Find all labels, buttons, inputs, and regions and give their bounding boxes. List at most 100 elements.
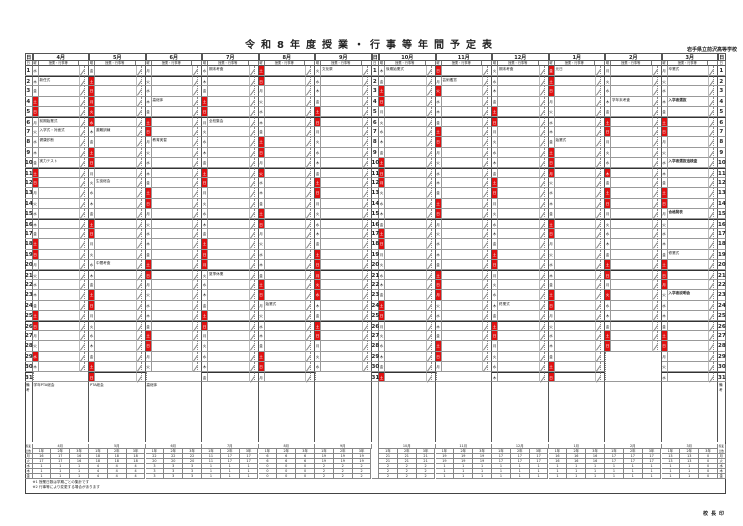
event-cell[interactable] <box>611 76 652 87</box>
event-cell[interactable] <box>38 280 79 291</box>
event-cell[interactable] <box>38 148 79 158</box>
event-cell[interactable] <box>441 311 482 321</box>
event-cell[interactable] <box>498 250 539 260</box>
event-cell[interactable] <box>554 239 595 250</box>
event-cell[interactable] <box>385 178 426 189</box>
event-cell[interactable] <box>441 290 482 301</box>
event-cell[interactable] <box>441 321 482 332</box>
event-cell[interactable] <box>667 76 708 87</box>
event-cell[interactable] <box>441 158 482 168</box>
event-cell[interactable] <box>441 270 482 281</box>
event-cell[interactable] <box>208 280 249 291</box>
event-cell[interactable] <box>208 137 249 148</box>
event-cell[interactable] <box>667 117 708 128</box>
event-cell[interactable] <box>667 107 708 117</box>
event-cell[interactable] <box>321 117 362 128</box>
event-cell[interactable] <box>554 127 595 138</box>
event-cell[interactable] <box>667 199 708 209</box>
event-cell[interactable] <box>95 199 136 209</box>
event-cell[interactable] <box>321 219 362 230</box>
event-cell[interactable] <box>385 301 426 311</box>
event-cell[interactable]: 始業式 <box>554 137 595 148</box>
event-cell[interactable]: 始業式 <box>264 301 305 311</box>
event-cell[interactable] <box>264 331 305 342</box>
event-cell[interactable] <box>264 260 305 270</box>
event-cell[interactable] <box>264 178 305 189</box>
event-cell[interactable] <box>95 280 136 291</box>
event-cell[interactable] <box>667 331 708 342</box>
event-cell[interactable]: 合格発表 <box>667 209 708 219</box>
event-cell[interactable] <box>321 199 362 209</box>
event-cell[interactable] <box>385 362 426 372</box>
event-cell[interactable] <box>151 321 192 332</box>
event-cell[interactable] <box>554 229 595 240</box>
event-cell[interactable] <box>385 260 426 270</box>
event-cell[interactable] <box>441 117 482 128</box>
event-cell[interactable] <box>611 219 652 230</box>
event-cell[interactable] <box>38 352 79 362</box>
event-cell[interactable] <box>95 229 136 240</box>
event-cell[interactable] <box>385 352 426 362</box>
event-cell[interactable] <box>385 199 426 209</box>
event-cell[interactable] <box>441 178 482 189</box>
event-cell[interactable] <box>321 280 362 291</box>
event-cell[interactable] <box>264 168 305 179</box>
event-cell[interactable] <box>264 352 305 362</box>
event-cell[interactable] <box>95 117 136 128</box>
event-cell[interactable] <box>38 239 79 250</box>
event-cell[interactable] <box>321 76 362 87</box>
event-cell[interactable] <box>554 352 595 362</box>
event-cell[interactable] <box>321 290 362 301</box>
event-cell[interactable] <box>321 260 362 270</box>
event-cell[interactable]: 入学者説明会 <box>667 290 708 301</box>
event-cell[interactable] <box>385 250 426 260</box>
event-cell[interactable]: 期末考査 <box>498 66 539 77</box>
event-cell[interactable] <box>441 209 482 219</box>
event-cell[interactable] <box>208 352 249 362</box>
event-cell[interactable] <box>264 219 305 230</box>
event-cell[interactable] <box>38 270 79 281</box>
event-cell[interactable] <box>151 199 192 209</box>
event-cell[interactable] <box>498 229 539 240</box>
event-cell[interactable] <box>498 239 539 250</box>
event-cell[interactable] <box>264 321 305 332</box>
event-cell[interactable]: 前期始業式 <box>38 117 79 128</box>
event-cell[interactable] <box>151 76 192 87</box>
event-cell[interactable] <box>321 158 362 168</box>
event-cell[interactable] <box>441 199 482 209</box>
event-cell[interactable] <box>441 331 482 342</box>
event-cell[interactable] <box>321 352 362 362</box>
event-cell[interactable] <box>95 331 136 342</box>
event-cell[interactable] <box>95 352 136 362</box>
event-cell[interactable] <box>667 341 708 352</box>
event-cell[interactable] <box>38 321 79 332</box>
event-cell[interactable]: 夏季休業 <box>208 270 249 281</box>
event-cell[interactable] <box>554 311 595 321</box>
event-cell[interactable] <box>385 270 426 281</box>
event-cell[interactable] <box>151 352 192 362</box>
event-cell[interactable] <box>321 321 362 332</box>
event-cell[interactable]: 避難訓練 <box>95 127 136 138</box>
event-cell[interactable] <box>498 352 539 362</box>
event-cell[interactable] <box>95 86 136 97</box>
event-cell[interactable] <box>95 290 136 301</box>
event-cell[interactable]: 入学者選抜追検査 <box>667 158 708 168</box>
event-cell[interactable] <box>611 250 652 260</box>
event-cell[interactable] <box>498 372 539 383</box>
event-cell[interactable] <box>441 219 482 230</box>
event-cell[interactable] <box>151 290 192 301</box>
event-cell[interactable] <box>441 168 482 179</box>
event-cell[interactable] <box>385 107 426 117</box>
event-cell[interactable] <box>95 362 136 372</box>
event-cell[interactable] <box>667 137 708 148</box>
event-cell[interactable] <box>95 301 136 311</box>
event-cell[interactable]: 教育実習 <box>151 137 192 148</box>
event-cell[interactable] <box>38 331 79 342</box>
event-cell[interactable] <box>38 86 79 97</box>
event-cell[interactable] <box>264 239 305 250</box>
event-cell[interactable] <box>498 158 539 168</box>
event-cell[interactable] <box>554 341 595 352</box>
event-cell[interactable] <box>554 372 595 383</box>
event-cell[interactable] <box>385 331 426 342</box>
event-cell[interactable] <box>151 178 192 189</box>
